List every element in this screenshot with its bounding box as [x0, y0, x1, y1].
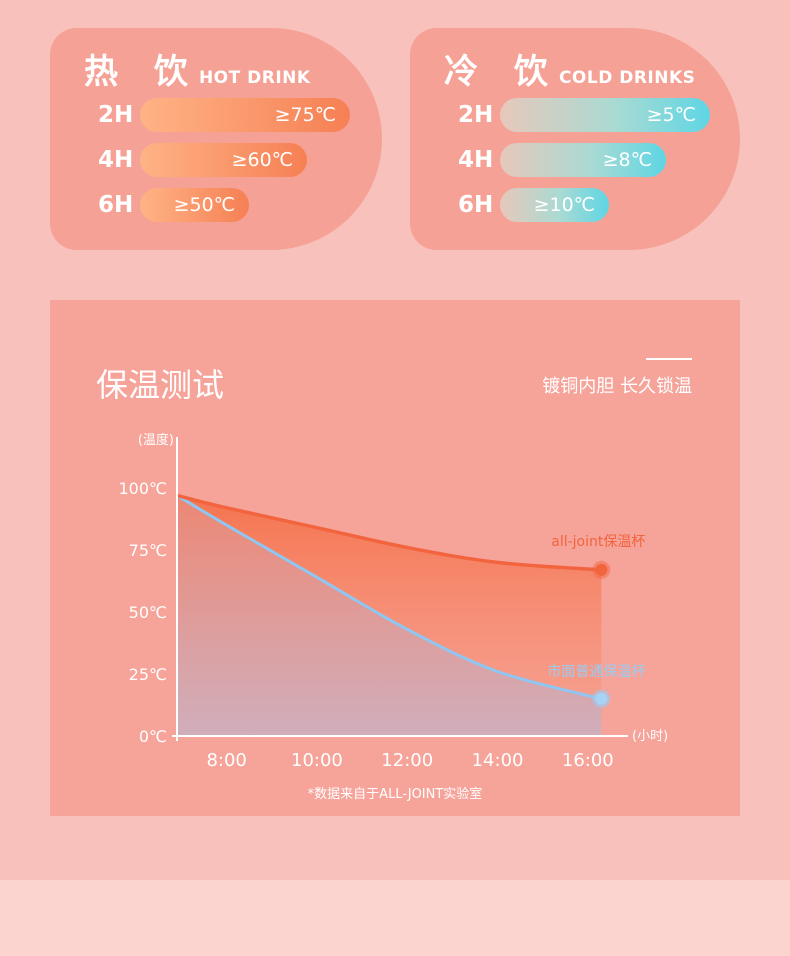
hot-bar-value: ≥50℃ [173, 194, 235, 216]
y-axis-label: (温度) [138, 432, 174, 448]
panel-subtitle: 镀铜内胆 长久锁温 [542, 376, 692, 397]
cold-row-label: 2H [458, 102, 494, 128]
y-tick-label: 100℃ [118, 479, 167, 498]
cold-bar-value: ≥10℃ [533, 194, 595, 216]
x-tick-label: 8:00 [206, 750, 246, 771]
hot-bar-value: ≥60℃ [231, 149, 293, 171]
series-end-point-alljoint [595, 563, 608, 576]
hot-drink-title: 热 饮 HOT DRINK [84, 44, 311, 93]
cold-bar-6h: ≥10℃ [500, 188, 609, 222]
insulation-test-panel: 保温测试 镀铜内胆 长久锁温 all-joint保温杯 市面普通保温杯 (温度) (小… [50, 300, 740, 816]
series-area-ordinary [177, 495, 602, 736]
hot-row-4h: 4H ≥60℃ [98, 143, 307, 177]
cold-title-cn: 冷 饮 [444, 52, 560, 92]
subtitle-divider [646, 358, 692, 360]
cold-row-4h: 4H ≥8℃ [458, 143, 666, 177]
chart-footnote: *数据来自于ALL-JOINT实验室 [308, 786, 483, 802]
hot-row-2h: 2H ≥75℃ [98, 98, 350, 132]
hot-bar-value: ≥75℃ [274, 104, 336, 126]
cold-row-2h: 2H ≥5℃ [458, 98, 710, 132]
y-tick-label: 0℃ [139, 727, 167, 746]
series-line-alljoint [176, 493, 602, 572]
x-tick-label: 12:00 [381, 750, 433, 771]
cold-row-label: 4H [458, 147, 494, 173]
cold-bar-2h: ≥5℃ [500, 98, 710, 132]
series-line-ordinary [176, 494, 602, 701]
hot-bar-6h: ≥50℃ [140, 188, 249, 222]
hot-drink-card: 热 饮 HOT DRINK 2H ≥75℃ 4H ≥60℃ 6H ≥50℃ [50, 28, 382, 250]
series-label-alljoint: all-joint保温杯 [551, 534, 645, 550]
cold-drink-card: 冷 饮 COLD DRINKS 2H ≥5℃ 4H ≥8℃ 6H ≥10℃ [410, 28, 740, 250]
cold-row-label: 6H [458, 192, 494, 218]
hot-bar-4h: ≥60℃ [140, 143, 307, 177]
x-tick-label: 14:00 [472, 750, 524, 771]
series-end-point-ordinary [595, 692, 608, 705]
hot-row-label: 4H [98, 147, 134, 173]
y-tick-label: 75℃ [129, 541, 167, 560]
y-tick-label: 25℃ [129, 665, 167, 684]
hot-title-cn: 热 饮 [84, 52, 200, 92]
x-tick-label: 16:00 [562, 750, 614, 771]
series-label-ordinary: 市面普通保温杯 [547, 663, 645, 680]
hot-row-label: 2H [98, 102, 134, 128]
cold-bar-value: ≥8℃ [602, 149, 652, 171]
cold-row-6h: 6H ≥10℃ [458, 188, 609, 222]
cold-bar-4h: ≥8℃ [500, 143, 666, 177]
panel-title: 保温测试 [96, 366, 225, 404]
x-tick-label: 10:00 [291, 750, 343, 771]
hot-row-label: 6H [98, 192, 134, 218]
hot-row-6h: 6H ≥50℃ [98, 188, 249, 222]
hot-title-en: HOT DRINK [198, 68, 311, 88]
cold-title-en: COLD DRINKS [558, 68, 696, 88]
hot-bar-2h: ≥75℃ [140, 98, 350, 132]
y-tick-label: 50℃ [129, 603, 167, 622]
x-axis-label: (小时) [632, 729, 668, 744]
cold-bar-value: ≥5℃ [646, 104, 696, 126]
page-bottom-strip [0, 880, 790, 956]
cold-drink-title: 冷 饮 COLD DRINKS [444, 44, 695, 93]
